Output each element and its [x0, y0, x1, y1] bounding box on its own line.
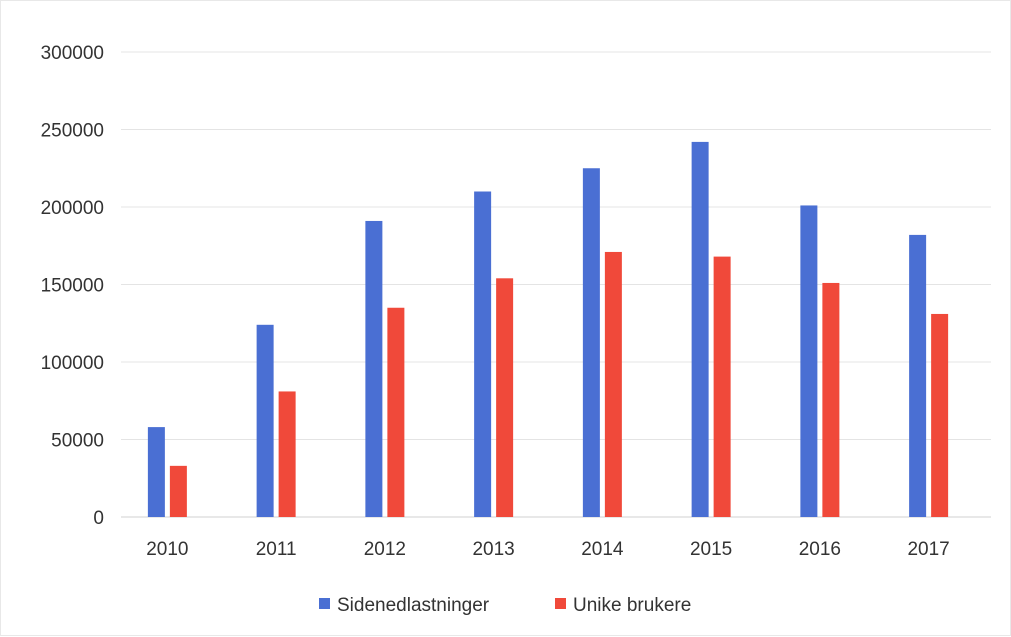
- x-axis-tick-labels: 2010 2011 2012 2013 2014 2015 2016 2017: [146, 539, 950, 560]
- y-tick-label: 0: [93, 508, 104, 529]
- y-tick-label: 50000: [51, 431, 104, 452]
- x-tick-label: 2012: [364, 539, 406, 560]
- bar-sidenedlastninger-2010: [148, 427, 165, 517]
- bar-unike-brukere-2014: [605, 252, 622, 517]
- bar-unike-brukere-2012: [387, 308, 404, 517]
- bar-sidenedlastninger-2016: [800, 205, 817, 517]
- bar-sidenedlastninger-2015: [692, 142, 709, 517]
- bar-sidenedlastninger-2017: [909, 235, 926, 517]
- bar-unike-brukere-2010: [170, 466, 187, 517]
- legend-label: Unike brukere: [573, 595, 691, 616]
- bar-sidenedlastninger-2013: [474, 192, 491, 518]
- x-tick-label: 2016: [799, 539, 841, 560]
- x-tick-label: 2014: [581, 539, 624, 560]
- legend-label: Sidenedlastninger: [337, 595, 490, 616]
- legend-swatch: [555, 598, 566, 609]
- y-tick-label: 100000: [41, 353, 104, 374]
- bar-unike-brukere-2015: [714, 257, 731, 517]
- bar-unike-brukere-2017: [931, 314, 948, 517]
- y-tick-label: 150000: [41, 276, 104, 297]
- x-tick-label: 2015: [690, 539, 732, 560]
- y-axis-tick-labels: 0 50000 100000 150000 200000 250000 300000: [41, 43, 104, 529]
- gridlines: [121, 52, 991, 517]
- y-tick-label: 300000: [41, 43, 104, 64]
- legend-swatch: [319, 598, 330, 609]
- y-tick-label: 200000: [41, 198, 104, 219]
- bar-sidenedlastninger-2011: [257, 325, 274, 517]
- y-tick-label: 250000: [41, 121, 104, 142]
- x-tick-label: 2017: [907, 539, 949, 560]
- x-tick-label: 2011: [256, 539, 297, 560]
- x-tick-label: 2013: [472, 539, 514, 560]
- bar-sidenedlastninger-2012: [365, 221, 382, 517]
- bars: [148, 142, 948, 517]
- x-tick-label: 2010: [146, 539, 188, 560]
- bar-unike-brukere-2013: [496, 278, 513, 517]
- bar-sidenedlastninger-2014: [583, 168, 600, 517]
- legend: Sidenedlastninger Unike brukere: [319, 595, 691, 616]
- bar-unike-brukere-2016: [822, 283, 839, 517]
- bar-unike-brukere-2011: [279, 391, 296, 517]
